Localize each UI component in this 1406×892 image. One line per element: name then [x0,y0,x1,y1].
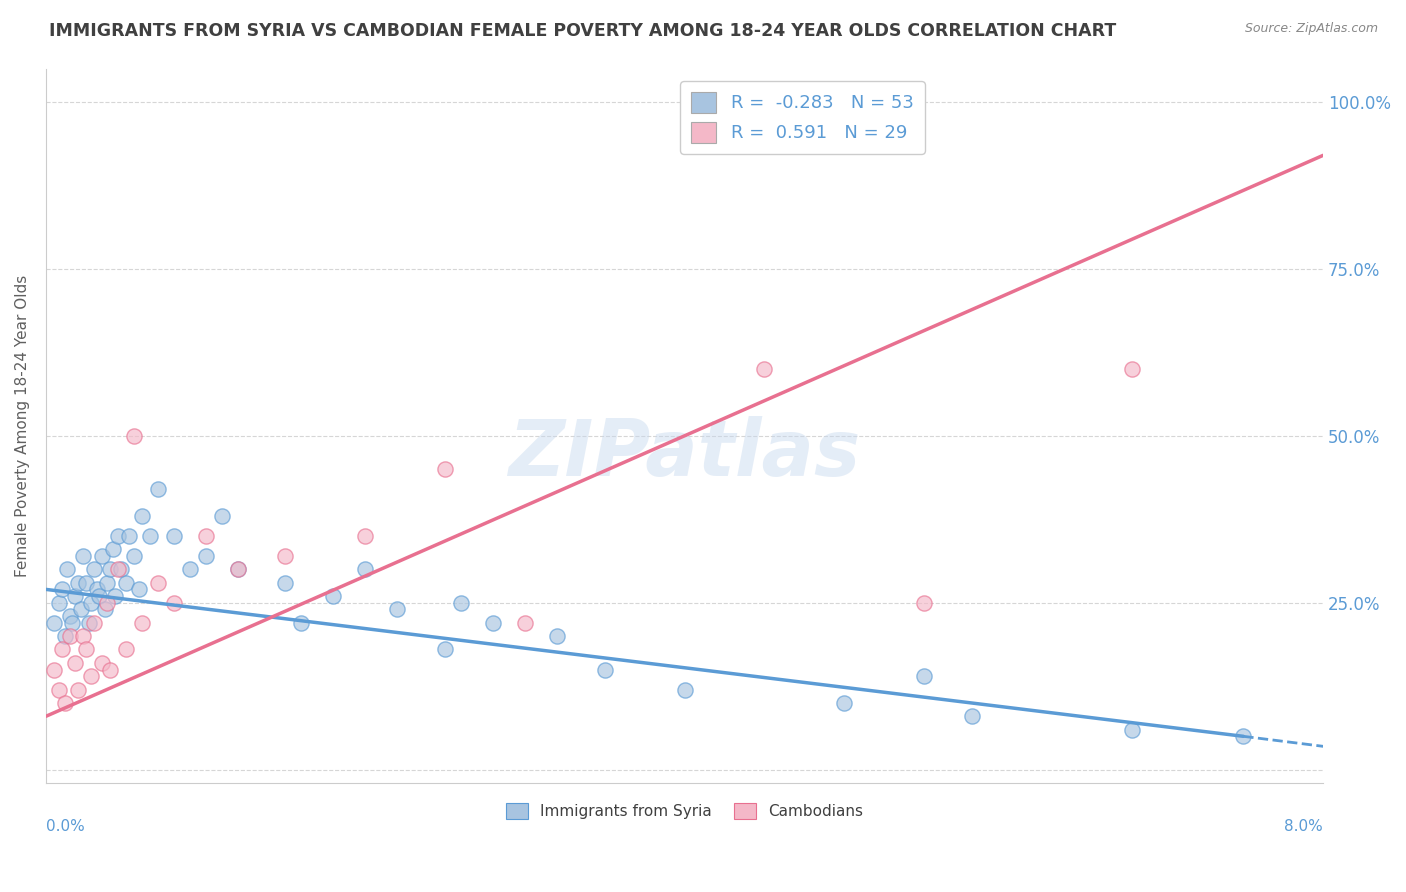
Point [146,575,169,590]
Point [434,642,457,657]
Point [385,602,408,616]
Point [593,663,616,677]
Point [72,549,94,563]
Point [86,582,108,597]
Point [90,656,112,670]
Point [55,562,77,576]
Point [107,529,129,543]
Point [83,615,105,630]
Point [87,589,110,603]
Point [66,575,89,590]
Point [179,562,201,576]
Point [79,669,101,683]
Point [274,549,297,563]
Point [1121,723,1143,737]
Point [131,615,153,630]
Point [59,609,82,624]
Point [163,529,186,543]
Point [104,589,127,603]
Point [75,575,97,590]
Point [226,562,249,576]
Point [51,582,73,597]
Point [72,629,94,643]
Text: IMMIGRANTS FROM SYRIA VS CAMBODIAN FEMALE POVERTY AMONG 18-24 YEAR OLDS CORRELAT: IMMIGRANTS FROM SYRIA VS CAMBODIAN FEMAL… [49,22,1116,40]
Text: Source: ZipAtlas.com: Source: ZipAtlas.com [1244,22,1378,36]
Point [450,596,472,610]
Point [118,529,141,543]
Point [107,562,129,576]
Point [1232,729,1254,743]
Point [70,602,93,616]
Point [59,629,82,643]
Point [53,629,76,643]
Text: 0.0%: 0.0% [46,819,84,834]
Point [128,582,150,597]
Point [673,682,696,697]
Point [163,596,186,610]
Point [53,696,76,710]
Point [66,682,89,697]
Point [101,542,124,557]
Point [114,642,136,657]
Point [211,508,233,523]
Point [290,615,312,630]
Point [146,482,169,496]
Point [139,529,162,543]
Point [131,508,153,523]
Point [274,575,297,590]
Point [754,362,776,376]
Point [98,663,121,677]
Point [482,615,505,630]
Point [832,696,855,710]
Point [79,596,101,610]
Point [90,549,112,563]
Point [912,596,935,610]
Point [122,429,145,443]
Point [354,562,377,576]
Point [98,562,121,576]
Legend: Immigrants from Syria, Cambodians: Immigrants from Syria, Cambodians [501,797,869,825]
Point [322,589,344,603]
Point [63,656,86,670]
Point [48,596,70,610]
Point [96,596,118,610]
Point [122,549,145,563]
Point [63,589,86,603]
Point [77,615,100,630]
Point [42,615,65,630]
Point [912,669,935,683]
Point [42,663,65,677]
Point [96,575,118,590]
Y-axis label: Female Poverty Among 18-24 Year Olds: Female Poverty Among 18-24 Year Olds [15,275,30,577]
Point [110,562,132,576]
Point [83,562,105,576]
Point [434,462,457,476]
Point [94,602,117,616]
Point [226,562,249,576]
Point [60,615,83,630]
Point [48,682,70,697]
Point [354,529,377,543]
Point [513,615,536,630]
Point [51,642,73,657]
Point [960,709,983,723]
Point [194,549,217,563]
Point [1121,362,1143,376]
Point [194,529,217,543]
Point [75,642,97,657]
Text: ZIPatlas: ZIPatlas [509,417,860,492]
Text: 8.0%: 8.0% [1285,819,1323,834]
Point [114,575,136,590]
Point [546,629,568,643]
